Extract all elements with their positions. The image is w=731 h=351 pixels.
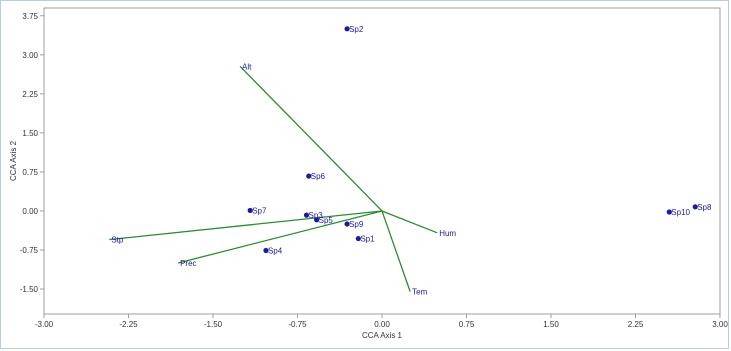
y-tick-label: 1.50 [22,129,38,138]
species-label-sp7: Sp7 [252,206,267,215]
tick-layer: -3.00 -2.25 -1.50 -0.75 0.00 0.75 1.50 2.25 3.00… [20,12,729,329]
species-point-sp9 [344,221,350,227]
y-tick-label: -1.50 [20,285,39,294]
vector-label-hum: Hum [439,229,456,238]
plot-area [43,7,721,315]
species-point-sp8 [692,204,698,210]
species-label-sp4: Sp4 [268,247,283,256]
species-point-sp4 [263,247,269,254]
species-point-sp2 [344,26,350,32]
vector-hum [381,210,438,234]
species-point-sp1 [355,235,361,242]
y-tick-label: 0.00 [22,207,38,216]
x-tick-label: 0.75 [459,320,475,329]
species-label-sp2: Sp2 [349,25,364,34]
y-axis-label: CCA Axis 2 [9,140,18,181]
x-tick-label: 1.50 [543,320,559,329]
y-tick-label: 3.75 [22,12,38,21]
y-tick-label: 0.75 [22,168,38,177]
x-axis-label: CCA Axis 1 [362,331,403,340]
vector-label-stp: Stp [111,236,124,245]
species-point-sp5 [314,217,320,223]
species-label-sp10: Sp10 [671,208,690,217]
vector-label-alt: Alt [242,62,252,71]
vector-tem [381,210,411,292]
vector-alt [239,65,383,212]
y-tick-label: 2.25 [22,90,38,99]
vector-label-tem: Tem [412,288,427,297]
species-label-sp9: Sp9 [349,220,364,229]
species-label-sp1: Sp1 [360,235,375,244]
vector-label-prec: Prec [180,259,196,268]
vector-stp [109,210,383,241]
species-point-sp3 [303,212,310,218]
x-tick-label: 3.00 [712,320,728,329]
vector-prec [177,210,383,264]
y-tick-label: 3.00 [22,51,38,60]
x-tick-label: -2.25 [119,320,138,329]
vector-layer: Alt Stp Prec Hum Tem [109,62,456,297]
x-tick-label: 0.00 [374,320,390,329]
species-point-sp7 [247,207,253,214]
species-label-sp8: Sp8 [697,203,712,212]
species-point-sp6 [306,173,312,179]
x-tick-label: -1.50 [204,320,223,329]
x-tick-label: 2.25 [628,320,644,329]
x-tick-label: -3.00 [35,320,54,329]
species-point-sp10 [666,209,672,215]
species-label-sp5: Sp5 [319,216,334,225]
species-label-sp6: Sp6 [311,172,326,181]
x-tick-label: -0.75 [288,320,307,329]
species-label-sp3: Sp3 [309,211,324,220]
y-tick-label: -0.75 [20,246,39,255]
